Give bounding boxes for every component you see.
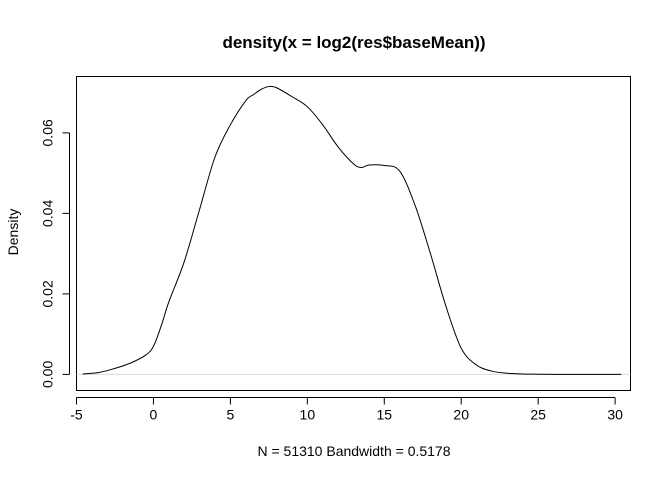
y-axis-label: Density (5, 209, 21, 256)
x-tick-label: 0 (150, 407, 158, 423)
x-tick-label: 15 (376, 407, 392, 423)
chart-title: density(x = log2(res$baseMean)) (222, 33, 485, 52)
x-tick-label: 30 (607, 407, 623, 423)
x-tick-label: -5 (70, 407, 83, 423)
y-tick-label: 0.02 (40, 280, 56, 307)
y-axis: 0.00 0.02 0.04 0.06 (40, 119, 70, 388)
x-tick-label: 10 (300, 407, 316, 423)
y-tick-label: 0.00 (40, 361, 56, 388)
x-axis: -5 0 5 10 15 20 25 30 (70, 397, 623, 423)
x-tick-label: 20 (453, 407, 469, 423)
x-tick-label: 25 (530, 407, 546, 423)
y-tick-label: 0.04 (40, 200, 56, 227)
x-axis-label: N = 51310 Bandwidth = 0.5178 (257, 443, 450, 459)
plot-frame (76, 76, 631, 391)
x-tick-label: 5 (226, 407, 234, 423)
y-tick-label: 0.06 (40, 119, 56, 146)
density-line (82, 85, 622, 375)
